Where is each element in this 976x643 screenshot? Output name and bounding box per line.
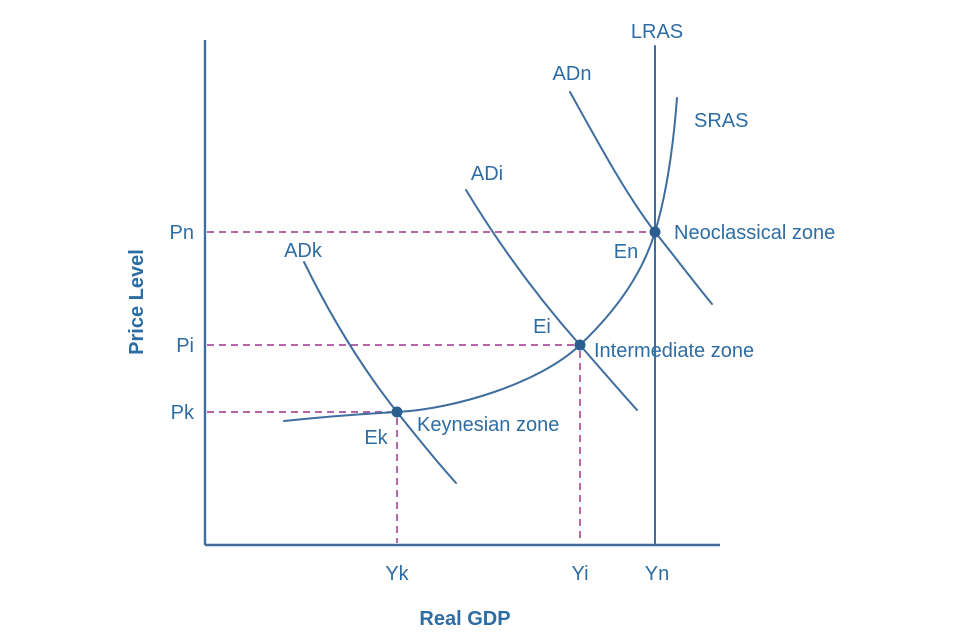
lras-label: LRAS: [631, 21, 683, 43]
adk-label: ADk: [284, 240, 323, 262]
ek-point: [391, 406, 403, 418]
yk-tick-label: Yk: [385, 563, 409, 585]
y-axis-title: Price Level: [126, 249, 148, 355]
intermediate-zone-label: Intermediate zone: [594, 340, 754, 362]
neoclassical-zone-label: Neoclassical zone: [674, 222, 835, 244]
adi-label: ADi: [471, 163, 503, 185]
sras-label: SRAS: [694, 110, 748, 132]
ei-point: [574, 339, 586, 351]
x-axis-title: Real GDP: [419, 608, 510, 630]
en-point: [649, 226, 661, 238]
pk-tick-label: Pk: [171, 402, 195, 424]
adk-curve: [303, 261, 457, 484]
adn-label: ADn: [553, 63, 592, 85]
ei-label: Ei: [533, 316, 551, 338]
adi-curve: [465, 189, 638, 411]
keynesian-zone-label: Keynesian zone: [417, 414, 559, 436]
pn-tick-label: Pn: [170, 222, 194, 244]
yn-tick-label: Yn: [645, 563, 669, 585]
adn-curve: [569, 91, 713, 305]
ek-label: Ek: [364, 427, 388, 449]
en-label: En: [614, 241, 638, 263]
yi-tick-label: Yi: [571, 563, 588, 585]
pi-tick-label: Pi: [176, 335, 194, 357]
